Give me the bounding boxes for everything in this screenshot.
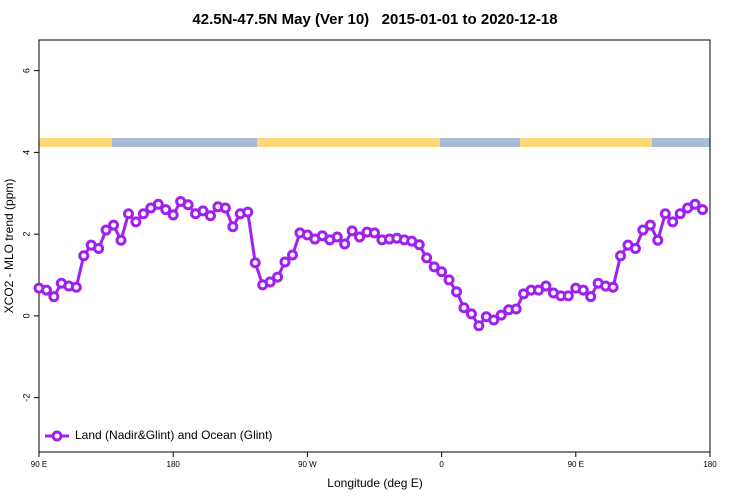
data-point: [130, 216, 142, 228]
ocean-band: [112, 138, 257, 147]
data-point: [667, 216, 679, 228]
land-band: [520, 138, 652, 147]
legend-label: Land (Nadir&Glint) and Ocean (Glint): [75, 428, 272, 442]
data-point: [331, 231, 343, 243]
data-point: [659, 208, 671, 220]
data-point: [137, 208, 149, 220]
plot-frame: [38, 39, 711, 453]
data-point: [421, 252, 433, 264]
data-point: [197, 205, 209, 217]
data-point: [458, 302, 470, 314]
data-point: [585, 291, 597, 303]
data-point: [652, 234, 664, 246]
data-point: [167, 209, 179, 221]
x-tick-label: 90 E: [31, 460, 47, 469]
land-band: [39, 138, 112, 147]
data-point: [108, 219, 120, 231]
ocean-band: [440, 138, 520, 147]
data-point: [443, 274, 455, 286]
y-axis-label: XCO2 - MLO trend (ppm): [2, 179, 16, 314]
data-point: [339, 238, 351, 250]
chart-title: 42.5N-47.5N May (Ver 10) 2015-01-01 to 2…: [192, 11, 557, 28]
x-tick-label: 180: [167, 460, 181, 469]
data-point: [279, 256, 291, 268]
land-ocean-strip: [39, 138, 710, 147]
data-point: [689, 198, 701, 210]
data-point: [78, 250, 90, 262]
y-tick-label: -2: [21, 394, 31, 402]
data-point: [122, 208, 134, 220]
data-point: [644, 219, 656, 231]
data-point: [354, 231, 366, 243]
y-tick-label: 2: [21, 232, 31, 237]
x-tick-label: 90 W: [298, 460, 317, 469]
data-point: [160, 204, 172, 216]
data-point: [40, 284, 52, 296]
data-point: [93, 242, 105, 254]
y-tick-label: 4: [21, 150, 31, 155]
data-point: [48, 291, 60, 303]
data-point: [249, 257, 261, 269]
data-point: [615, 250, 627, 262]
data-point: [369, 227, 380, 239]
data-point: [227, 221, 239, 233]
ocean-band: [652, 138, 710, 147]
data-point: [697, 204, 709, 216]
x-tick-label: 90 E: [568, 460, 584, 469]
x-tick-label: 180: [703, 460, 717, 469]
data-point: [115, 234, 127, 246]
data-point: [264, 276, 276, 288]
data-point: [488, 314, 500, 326]
y-tick-label: 0: [21, 313, 31, 318]
data-point: [242, 206, 254, 218]
data-point: [272, 271, 284, 283]
data-point: [182, 199, 194, 211]
data-point: [637, 224, 649, 236]
data-point: [413, 239, 425, 251]
data-point: [510, 303, 522, 315]
x-tick-label: 0: [439, 460, 444, 469]
legend-swatch-point: [51, 430, 63, 442]
data-point: [70, 281, 82, 293]
data-point: [473, 320, 485, 332]
data-point: [286, 249, 298, 261]
data-point: [204, 210, 216, 222]
data-point: [674, 208, 686, 220]
data-point: [495, 309, 507, 321]
data-point: [219, 202, 231, 214]
data-point: [346, 225, 358, 237]
y-tick-label: 6: [21, 68, 31, 73]
data-point: [577, 284, 589, 296]
data-point: [607, 281, 619, 293]
data-point: [629, 242, 641, 254]
data-point: [152, 198, 164, 210]
x-axis-label: Longitude (deg E): [327, 476, 422, 490]
data-point: [465, 308, 477, 320]
data-point: [436, 266, 448, 278]
data-point: [100, 224, 112, 236]
land-band: [257, 138, 440, 147]
data-point: [428, 261, 440, 273]
data-point: [540, 280, 552, 292]
data-point: [562, 290, 574, 302]
data-point: [451, 286, 463, 298]
